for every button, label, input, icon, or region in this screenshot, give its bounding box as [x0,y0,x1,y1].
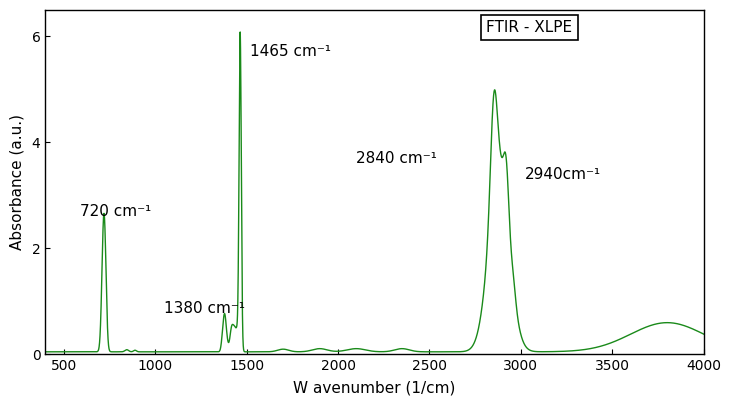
Text: 2840 cm⁻¹: 2840 cm⁻¹ [356,151,437,166]
Text: 1465 cm⁻¹: 1465 cm⁻¹ [250,44,331,59]
Text: 2940cm⁻¹: 2940cm⁻¹ [525,167,601,182]
X-axis label: W avenumber (1/cm): W avenumber (1/cm) [293,380,455,395]
Text: FTIR - XLPE: FTIR - XLPE [486,20,572,35]
Text: 1380 cm⁻¹: 1380 cm⁻¹ [164,301,246,316]
Y-axis label: Absorbance (a.u.): Absorbance (a.u.) [10,114,25,250]
Text: 720 cm⁻¹: 720 cm⁻¹ [80,204,151,219]
